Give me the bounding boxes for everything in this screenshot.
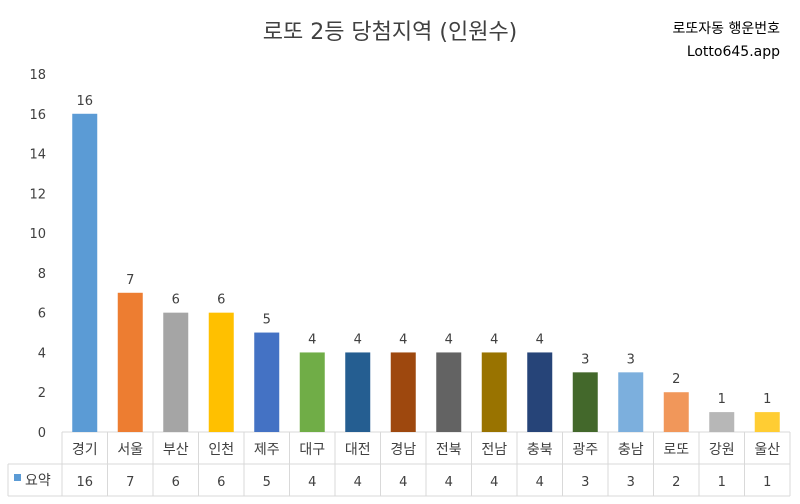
data-label: 4 [308,332,316,347]
data-label: 3 [581,352,589,367]
table-value: 4 [354,475,362,490]
data-label: 4 [536,332,544,347]
bar-서울 [117,292,143,432]
bar-충남 [618,372,644,432]
y-tick-label: 12 [29,187,46,202]
category-label: 로또 [663,442,689,458]
bar-부산 [163,312,189,432]
data-label: 4 [490,332,498,347]
data-label: 5 [263,313,271,328]
category-label: 전북 [436,442,462,458]
table-value: 1 [718,475,726,490]
bar-강원 [709,412,735,432]
y-tick-label: 4 [38,346,46,361]
category-label: 전남 [481,442,507,458]
category-label: 울산 [754,442,780,458]
table-value: 1 [763,475,771,490]
category-label: 강원 [709,442,735,458]
category-label: 부산 [163,442,189,458]
data-label: 7 [126,273,134,288]
legend-label: 요약 [25,473,51,489]
table-value: 6 [217,475,225,490]
data-label: 6 [217,293,225,308]
table-value: 4 [308,475,316,490]
brand-site: Lotto645.app [686,44,780,60]
category-label: 광주 [572,442,598,458]
data-label: 1 [763,392,771,407]
category-label: 대전 [345,442,371,458]
data-label: 6 [172,293,180,308]
bar-경남 [390,352,416,432]
table-value: 6 [172,475,180,490]
table-value: 3 [581,475,589,490]
chart-title: 로또 2등 당첨지역 (인원수) [262,20,518,45]
data-label: 4 [445,332,453,347]
bar-인천 [208,312,234,432]
data-label: 1 [718,392,726,407]
table-value: 7 [126,475,134,490]
bar-제주 [254,332,280,432]
category-label: 제주 [254,442,280,458]
y-tick-label: 2 [38,386,46,401]
bar-광주 [572,372,598,432]
bar-대구 [299,352,325,432]
bar-대전 [345,352,371,432]
y-tick-label: 16 [29,108,46,123]
table-value: 16 [76,475,93,490]
bar-로또 [663,392,689,432]
category-label: 인천 [208,442,234,458]
y-tick-label: 14 [29,148,46,163]
table-value: 3 [627,475,635,490]
bar-충북 [527,352,553,432]
brand-name: 로또자동 행운번호 [672,21,781,37]
table-value: 4 [445,475,453,490]
data-label: 16 [76,94,93,109]
data-label: 4 [354,332,362,347]
data-label: 4 [399,332,407,347]
category-label: 충북 [527,442,553,458]
y-tick-label: 8 [38,267,46,282]
category-label: 충남 [618,442,644,458]
data-label: 2 [672,372,680,387]
bar-전남 [481,352,507,432]
table-value: 4 [399,475,407,490]
category-label: 서울 [117,442,143,458]
table-value: 4 [490,475,498,490]
data-label: 3 [627,352,635,367]
table-value: 2 [672,475,680,490]
y-tick-label: 6 [38,307,46,322]
table-value: 4 [536,475,544,490]
bar-울산 [754,412,780,432]
y-tick-label: 10 [29,227,46,242]
bar-경기 [72,113,98,433]
category-label: 대구 [299,442,325,458]
bar-전북 [436,352,462,432]
category-label: 경남 [390,442,416,458]
legend-swatch [14,474,21,481]
category-label: 경기 [72,442,98,458]
y-tick-label: 18 [29,68,46,83]
y-tick-label: 0 [38,426,46,441]
table-value: 5 [263,475,271,490]
